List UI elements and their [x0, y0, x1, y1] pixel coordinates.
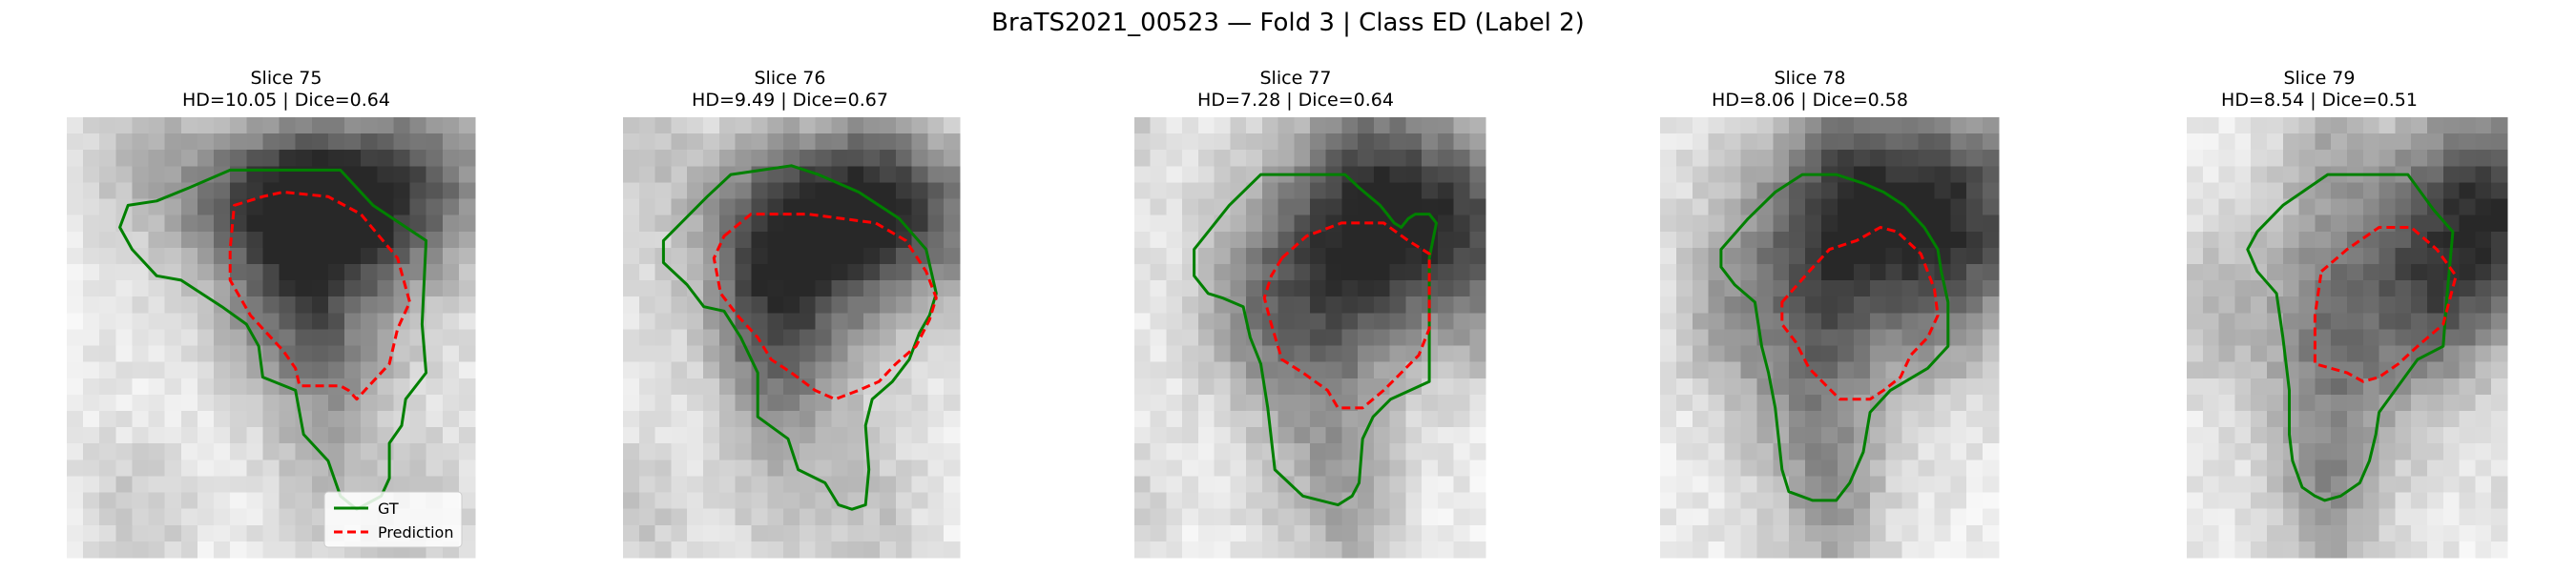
panel-4-gt-contour [1719, 173, 1950, 502]
panel-1-mri-image [67, 117, 476, 559]
legend-gt-label: GT [378, 500, 399, 518]
panel-3-prediction-contour [1262, 221, 1431, 410]
panel-2-prediction-contour [712, 213, 938, 401]
panel-4-prediction-contour [1780, 226, 1940, 401]
panel-5-slice-label: Slice 79 [2283, 68, 2356, 89]
panel-5-title: Slice 79 HD=8.54 | Dice=0.51 [2052, 68, 2576, 112]
panel-1-title: Slice 75 HD=10.05 | Dice=0.64 [19, 68, 553, 112]
panel-2-title: Slice 76 HD=9.49 | Dice=0.67 [523, 68, 1057, 112]
panel-4 [1660, 117, 2000, 559]
panel-5-gt-contour [2246, 173, 2455, 502]
legend: GT Prediction [323, 491, 463, 548]
panel-1-metrics-label: HD=10.05 | Dice=0.64 [182, 90, 390, 111]
legend-prediction-label: Prediction [378, 523, 453, 541]
panel-4-metrics-label: HD=8.06 | Dice=0.58 [1712, 90, 1908, 111]
panel-2-slice-label: Slice 76 [754, 68, 826, 89]
panel-3-metrics-label: HD=7.28 | Dice=0.64 [1197, 90, 1394, 111]
panel-4-slice-label: Slice 78 [1774, 68, 1846, 89]
legend-box [323, 491, 463, 548]
panel-3-title: Slice 77 HD=7.28 | Dice=0.64 [1028, 68, 1563, 112]
panel-1 [67, 117, 476, 559]
figure-title: BraTS2021_00523 — Fold 3 | Class ED (Lab… [991, 9, 1585, 37]
panel-3-mri-image [1134, 117, 1486, 559]
panel-3-slice-label: Slice 77 [1259, 68, 1332, 89]
panel-1-slice-label: Slice 75 [250, 68, 322, 89]
panel-4-mri-image [1660, 117, 2000, 559]
panel-5-metrics-label: HD=8.54 | Dice=0.51 [2221, 90, 2418, 111]
panel-2-mri-image [623, 117, 961, 559]
panel-1-prediction-contour [228, 191, 411, 401]
panel-5-prediction-contour [2313, 226, 2458, 383]
panel-5 [2187, 117, 2508, 559]
panel-3 [1134, 117, 1486, 559]
panel-5-mri-image [2187, 117, 2508, 559]
panel-3-gt-contour [1193, 173, 1438, 507]
panel-2-gt-contour [661, 164, 938, 511]
panel-4-title: Slice 78 HD=8.06 | Dice=0.58 [1543, 68, 2077, 112]
panel-2-metrics-label: HD=9.49 | Dice=0.67 [692, 90, 888, 111]
panel-2 [623, 117, 961, 559]
